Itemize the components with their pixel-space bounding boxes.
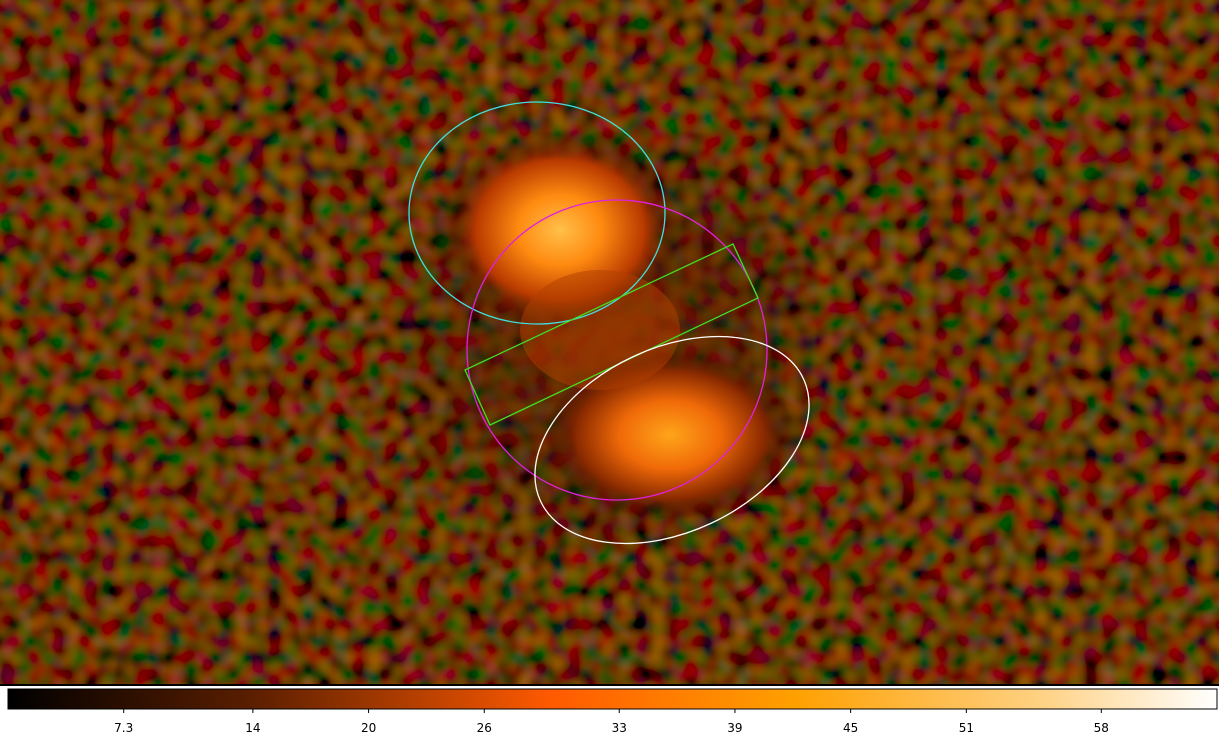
colorbar-tick-label: 7.3 [114,721,133,735]
colorbar-tick-label: 26 [477,721,492,735]
image-viewer: 7.3 14 20 26 33 39 45 51 58 [0,0,1219,742]
colorbar-tick-label: 58 [1094,721,1109,735]
colorbar-tick-label: 14 [245,721,260,735]
source-bridge [520,270,680,390]
separator [0,684,1219,686]
colorbar [8,689,1217,709]
image [0,0,1219,684]
colorbar-tick-label: 51 [959,721,974,735]
colorbar-tick-label: 20 [361,721,376,735]
colorbar-tick-label: 33 [612,721,627,735]
colorbar-tick-label: 39 [727,721,742,735]
colorbar-tick-label: 45 [843,721,858,735]
